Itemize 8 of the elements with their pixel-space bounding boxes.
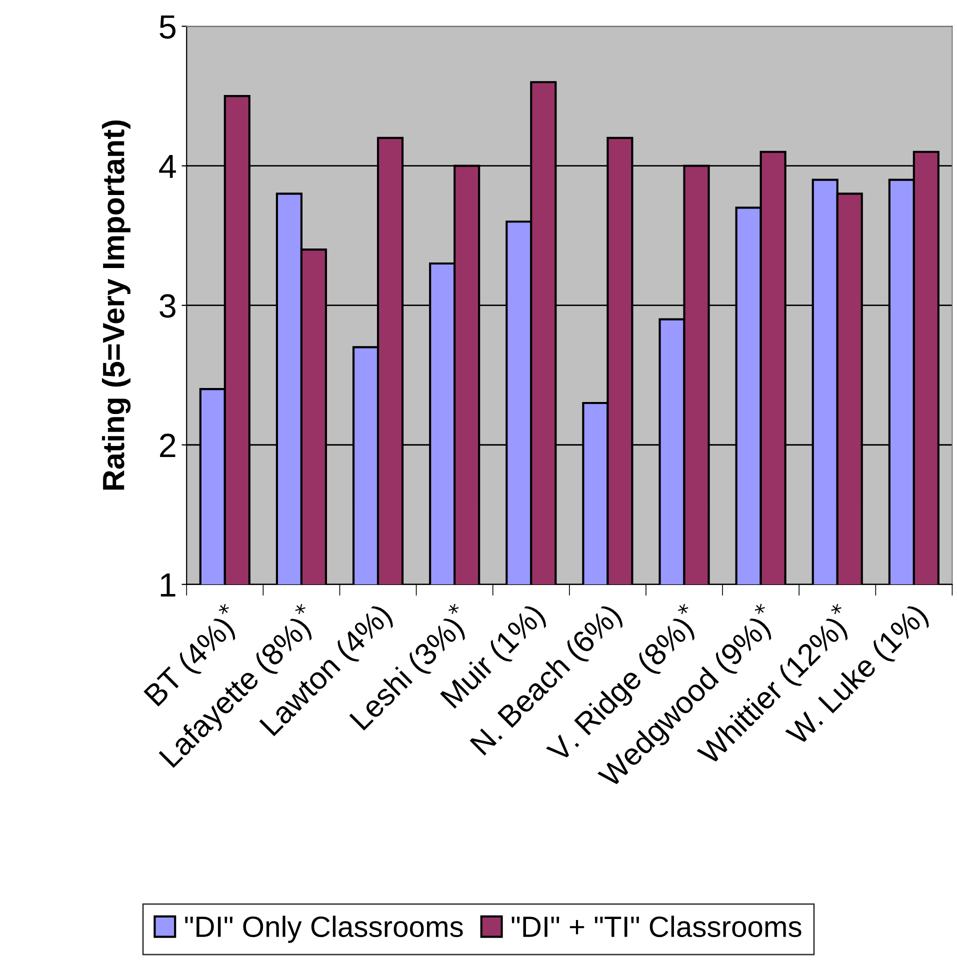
legend-label: "DI" Only Classrooms [185,916,463,943]
y-tick-label: 3 [160,294,176,318]
y-tick-label: 5 [160,15,176,39]
legend-label: "DI" + "TI" Classrooms [512,916,802,938]
y-axis-title: Rating (5=Very Important) [102,120,131,490]
y-tick-label: 1 [160,574,176,596]
y-tick-label: 4 [159,154,176,178]
y-tick-label: 2 [160,434,176,457]
